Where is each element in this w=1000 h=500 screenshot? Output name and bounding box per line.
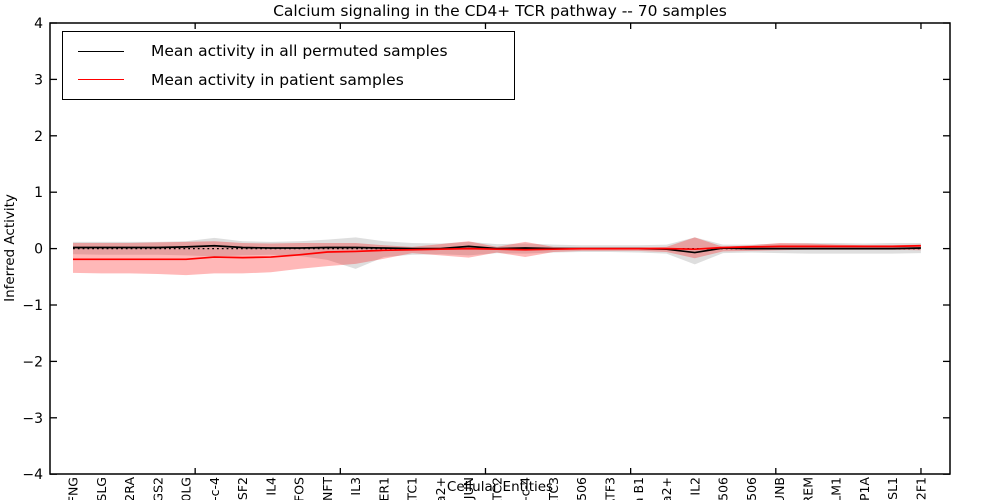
x-tick-label: CaM/Ca2+: [659, 477, 674, 500]
x-tick-label: NFATC2: [489, 477, 504, 500]
x-tick-label: FKBP1A: [857, 477, 872, 500]
y-tick-label: −4: [22, 467, 43, 483]
x-tick-label: IL2: [687, 477, 702, 496]
y-tick-label: −2: [22, 354, 43, 370]
x-tick-label: FKBP12/FK506: [744, 477, 759, 500]
x-tick-label: CALM1: [829, 477, 844, 500]
y-tick-label: 2: [34, 129, 43, 145]
x-tick-label: FASLG: [94, 477, 109, 500]
y-tick-label: 0: [34, 242, 43, 258]
patient-band: [73, 237, 921, 276]
x-tick-label: IL4: [263, 477, 278, 496]
x-tick-label: JUN: [461, 477, 476, 500]
x-tick-label: IFNG: [66, 477, 81, 500]
legend-line-sample-red: [78, 79, 124, 81]
y-tick-label: 4: [34, 16, 43, 32]
x-tick-label: mol:FK506: [574, 477, 589, 500]
x-tick-label: Jun/NFAT1-c-4/p21SNFT: [320, 477, 335, 500]
x-tick-label: NFATC3: [546, 477, 561, 500]
patient-mean-line: [73, 244, 921, 261]
legend-line-sample-black: [78, 50, 124, 52]
x-tick-label: Calcineurin A alpha-beta B1/FKBP12/FK506: [716, 477, 731, 500]
y-tick-label: 3: [34, 72, 43, 88]
permuted-band: [73, 237, 921, 269]
legend: Mean activity in all permuted samples Me…: [62, 31, 515, 100]
x-tick-label: CaM/Ca2+/Calcineurin A alpha-beta B1: [631, 477, 646, 500]
x-tick-label: NFATC1: [405, 477, 420, 500]
x-axis-label: Cellular Entities: [446, 479, 554, 495]
x-tick-label: FOSL1: [885, 477, 900, 500]
y-tick-label: −1: [22, 298, 43, 314]
y-tick-label: 1: [34, 185, 43, 201]
chart-title: Calcium signaling in the CD4+ TCR pathwa…: [273, 2, 727, 20]
legend-label-patient: Mean activity in patient samples: [151, 70, 404, 89]
x-tick-label: mol:Ca2+: [433, 477, 448, 500]
x-tick-label: FOS: [292, 477, 307, 500]
x-tick-label: CD40LG: [179, 477, 194, 500]
legend-label-permuted: Mean activity in all permuted samples: [151, 42, 448, 61]
x-tick-label: POU2F1: [913, 477, 928, 500]
x-tick-label: NFAT1-c-4/ICER1: [376, 477, 391, 500]
x-tick-label: IL2RA: [122, 477, 137, 500]
x-tick-label: JunB/Fra1/NFAT1-c-4: [518, 477, 533, 500]
x-tick-label: IL3: [348, 477, 363, 496]
x-tick-label: AP-1/NFAT1-c-4: [207, 477, 222, 500]
x-tick-label: JUNB: [772, 477, 787, 500]
x-tick-label: CREM: [800, 477, 815, 500]
x-tick-label: CSF2: [235, 477, 250, 500]
x-tick-label: BATF3: [603, 477, 618, 500]
legend-entry-patient: Mean activity in patient samples: [63, 71, 514, 89]
x-tick-label: PTGS2: [150, 477, 165, 500]
y-tick-label: −3: [22, 411, 43, 427]
legend-entry-permuted: Mean activity in all permuted samples: [63, 42, 514, 60]
